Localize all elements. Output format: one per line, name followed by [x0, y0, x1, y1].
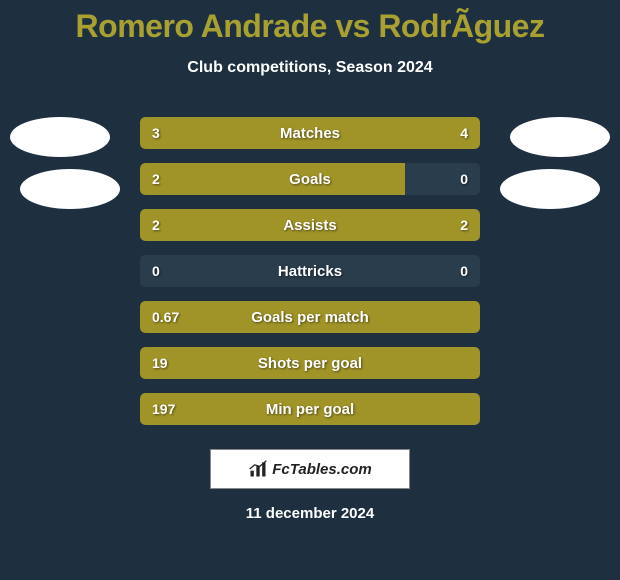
player-left-badge-2 [20, 169, 120, 209]
stat-row: 19Shots per goal [140, 347, 480, 379]
stat-label: Goals per match [140, 309, 480, 326]
stat-value-right: 0 [460, 171, 468, 187]
stat-label: Hattricks [140, 263, 480, 280]
page-subtitle: Club competitions, Season 2024 [0, 59, 620, 77]
stat-label: Assists [140, 217, 480, 234]
stat-label: Matches [140, 125, 480, 142]
stat-row: 0.67Goals per match [140, 301, 480, 333]
player-left-badge-1 [10, 117, 110, 157]
stat-row: 2Goals0 [140, 163, 480, 195]
stat-value-right: 0 [460, 263, 468, 279]
stat-row: 2Assists2 [140, 209, 480, 241]
stat-label: Min per goal [140, 401, 480, 418]
stat-row: 3Matches4 [140, 117, 480, 149]
comparison-area: 3Matches42Goals02Assists20Hattricks00.67… [0, 117, 620, 425]
page-title: Romero Andrade vs RodrÃ­guez [0, 0, 620, 45]
stat-value-right: 2 [460, 217, 468, 233]
stat-label: Shots per goal [140, 355, 480, 372]
logo-text: FcTables.com [272, 461, 371, 478]
player-right-badge-2 [500, 169, 600, 209]
date-text: 11 december 2024 [0, 505, 620, 522]
stats-container: 3Matches42Goals02Assists20Hattricks00.67… [140, 117, 480, 425]
stat-value-right: 4 [460, 125, 468, 141]
player-right-badge-1 [510, 117, 610, 157]
stat-row: 197Min per goal [140, 393, 480, 425]
stat-label: Goals [140, 171, 480, 188]
chart-icon [248, 459, 268, 479]
stat-row: 0Hattricks0 [140, 255, 480, 287]
logo-box[interactable]: FcTables.com [210, 449, 410, 489]
